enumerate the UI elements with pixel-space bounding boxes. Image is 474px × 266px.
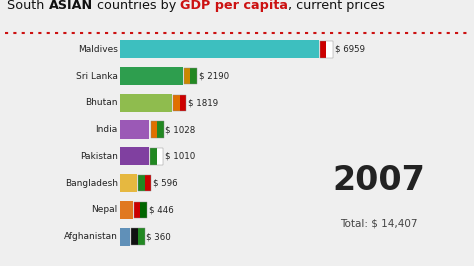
Text: Bhutan: Bhutan: [85, 98, 118, 107]
Bar: [120, 201, 133, 219]
Text: GDP per capita: GDP per capita: [180, 0, 288, 12]
Bar: [120, 120, 149, 139]
Text: India: India: [95, 125, 118, 134]
Text: South: South: [7, 0, 48, 12]
Bar: [120, 40, 319, 59]
Bar: [320, 41, 333, 57]
Bar: [120, 94, 172, 112]
Bar: [157, 121, 164, 138]
Bar: [138, 228, 145, 245]
Text: Sri Lanka: Sri Lanka: [76, 72, 118, 81]
Text: Total: $ 14,407: Total: $ 14,407: [340, 218, 418, 228]
Bar: [173, 95, 186, 111]
Text: Nepal: Nepal: [91, 205, 118, 214]
Text: $ 1010: $ 1010: [165, 152, 195, 161]
Bar: [131, 228, 145, 245]
Bar: [190, 68, 197, 84]
Bar: [320, 41, 326, 57]
Text: Bangladesh: Bangladesh: [65, 178, 118, 188]
Bar: [145, 175, 151, 191]
Bar: [131, 228, 138, 245]
Bar: [138, 175, 145, 191]
Bar: [120, 174, 137, 192]
Bar: [120, 67, 182, 85]
Bar: [120, 147, 149, 165]
Bar: [134, 202, 140, 218]
Bar: [151, 121, 164, 138]
Text: , current prices: , current prices: [288, 0, 385, 12]
Bar: [138, 175, 151, 191]
Bar: [326, 41, 333, 57]
Text: $ 446: $ 446: [149, 205, 173, 214]
Text: countries by: countries by: [92, 0, 180, 12]
Text: $ 6959: $ 6959: [335, 45, 365, 54]
Bar: [120, 227, 130, 246]
Text: ASIAN: ASIAN: [48, 0, 92, 12]
Text: $ 2190: $ 2190: [199, 72, 228, 81]
Text: $ 360: $ 360: [146, 232, 171, 241]
Bar: [151, 121, 157, 138]
Text: $ 1028: $ 1028: [165, 125, 196, 134]
Bar: [150, 148, 163, 165]
Bar: [183, 68, 197, 84]
Text: $ 1819: $ 1819: [188, 98, 218, 107]
Text: Afghanistan: Afghanistan: [64, 232, 118, 241]
Text: Maldives: Maldives: [78, 45, 118, 54]
Bar: [150, 148, 156, 165]
Bar: [140, 202, 147, 218]
Text: 2007: 2007: [333, 164, 426, 197]
Bar: [173, 95, 180, 111]
Bar: [134, 202, 147, 218]
Text: $ 596: $ 596: [153, 178, 178, 188]
Text: Pakistan: Pakistan: [80, 152, 118, 161]
Bar: [180, 95, 186, 111]
Bar: [183, 68, 190, 84]
Bar: [156, 148, 163, 165]
